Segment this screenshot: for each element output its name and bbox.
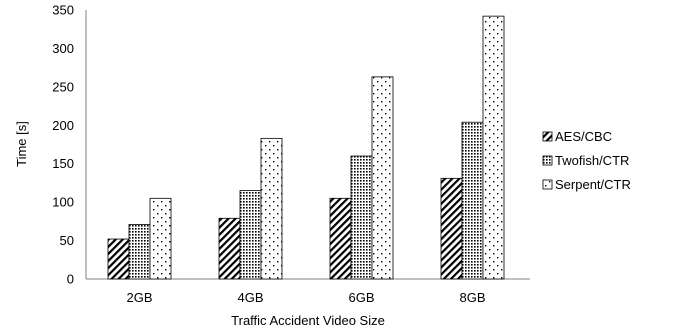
legend-swatch	[542, 155, 553, 166]
y-axis-title: Time [s]	[14, 121, 29, 167]
y-tick-label: 0	[67, 272, 74, 287]
bar-serpent-ctr-2gb	[149, 197, 172, 280]
x-tick-label: 2GB	[126, 290, 152, 305]
bar-aes-cbc-4gb	[218, 217, 241, 280]
bar-serpent-ctr-4gb	[260, 137, 283, 280]
y-tick-label: 150	[52, 156, 74, 171]
legend-swatch	[542, 179, 553, 190]
x-tick-label: 8GB	[459, 290, 485, 305]
y-axis: 0 50 100 150 200 250 300 350	[52, 3, 87, 287]
x-axis-title: Traffic Accident Video Size	[231, 313, 385, 328]
y-tick-label: 350	[52, 3, 74, 18]
bar-aes-cbc-2gb	[107, 238, 130, 280]
y-tick-label: 300	[52, 41, 74, 56]
bar-serpent-ctr-6gb	[371, 76, 394, 280]
x-tick-label: 6GB	[348, 290, 374, 305]
y-tick-label: 50	[60, 233, 74, 248]
bar-twofish-ctr-8gb	[461, 121, 484, 280]
x-axis: 2GB 4GB 6GB 8GB	[86, 278, 530, 305]
bars	[107, 15, 505, 280]
x-tick-label: 4GB	[237, 290, 263, 305]
bar-aes-cbc-8gb	[440, 177, 463, 280]
bar-serpent-ctr-8gb	[482, 15, 505, 280]
legend-swatch	[542, 131, 553, 142]
x-tick-labels: 2GB 4GB 6GB 8GB	[126, 290, 485, 305]
bar-twofish-ctr-6gb	[350, 155, 373, 280]
y-tick-label: 100	[52, 195, 74, 210]
y-tick-label: 200	[52, 118, 74, 133]
y-tick-labels: 0 50 100 150 200 250 300 350	[52, 3, 74, 287]
bar-twofish-ctr-4gb	[239, 190, 262, 280]
legend-label: Serpent/CTR	[555, 177, 631, 192]
legend-label: Twofish/CTR	[555, 153, 629, 168]
bar-twofish-ctr-2gb	[128, 224, 151, 280]
y-tick-label: 250	[52, 79, 74, 94]
legend: AES/CBC Twofish/CTR Serpent/CTR	[542, 129, 631, 192]
bar-aes-cbc-6gb	[329, 197, 352, 280]
legend-label: AES/CBC	[555, 129, 612, 144]
